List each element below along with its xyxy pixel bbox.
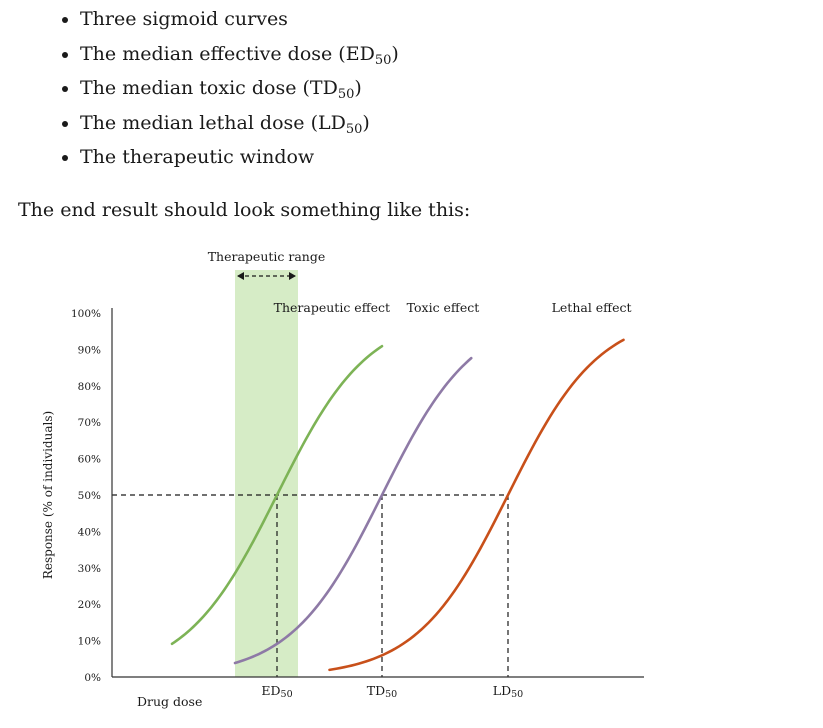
- series-label: Therapeutic effect: [274, 300, 390, 315]
- marker-label: TD50: [367, 683, 397, 700]
- y-tick-labels: 0% 10% 20% 30% 40% 50% 60% 70% 80% 90% 100%: [71, 308, 101, 684]
- series-label: Toxic effect: [407, 300, 480, 315]
- bullet-item: Three sigmoid curves: [80, 2, 399, 37]
- y-tick-label: 70%: [78, 417, 101, 429]
- y-tick-label: 30%: [78, 563, 101, 575]
- bullet-item: The median toxic dose (TD50): [80, 71, 399, 106]
- y-tick-label: 90%: [78, 344, 101, 356]
- dose-response-chart: 0% 10% 20% 30% 40% 50% 60% 70% 80% 90% 100% Therap…: [41, 249, 644, 709]
- y-tick-label: 10%: [78, 636, 101, 648]
- intro-text: The end result should look something lik…: [18, 199, 471, 221]
- curve-toxic-effect: [233, 356, 473, 665]
- y-tick-label: 60%: [78, 454, 101, 466]
- marker-label-subscript: 50: [281, 689, 293, 700]
- bullet-item: The therapeutic window: [80, 140, 399, 175]
- y-tick-label: 20%: [78, 599, 101, 611]
- marker-label: ED50: [261, 683, 292, 700]
- y-tick-label: 80%: [78, 381, 101, 393]
- therapeutic-range-label: Therapeutic range: [208, 249, 326, 264]
- x-axis-label: Drug dose: [137, 694, 202, 709]
- series-curves: [170, 338, 625, 672]
- curve-lethal-effect: [328, 338, 625, 672]
- bullet-list: Three sigmoid curves The median effectiv…: [52, 2, 399, 175]
- y-tick-label: 100%: [71, 308, 101, 320]
- y-tick-label: 50%: [78, 490, 101, 502]
- marker-label: LD50: [493, 683, 523, 700]
- series-labels: Therapeutic effect Toxic effect Lethal eff…: [274, 300, 632, 315]
- bullet-item: The median effective dose (ED50): [80, 37, 399, 72]
- marker-labels: ED50 TD50 LD50: [261, 683, 523, 700]
- marker-label-subscript: 50: [511, 689, 523, 700]
- curve-therapeutic-effect: [170, 344, 384, 646]
- bullet-item: The median lethal dose (LD50): [80, 106, 399, 141]
- y-tick-label: 40%: [78, 526, 101, 538]
- reference-lines: [112, 494, 509, 677]
- series-label: Lethal effect: [552, 300, 632, 315]
- y-axis-label: Response (% of individuals): [41, 411, 55, 579]
- y-tick-label: 0%: [84, 672, 101, 684]
- marker-label-subscript: 50: [385, 689, 397, 700]
